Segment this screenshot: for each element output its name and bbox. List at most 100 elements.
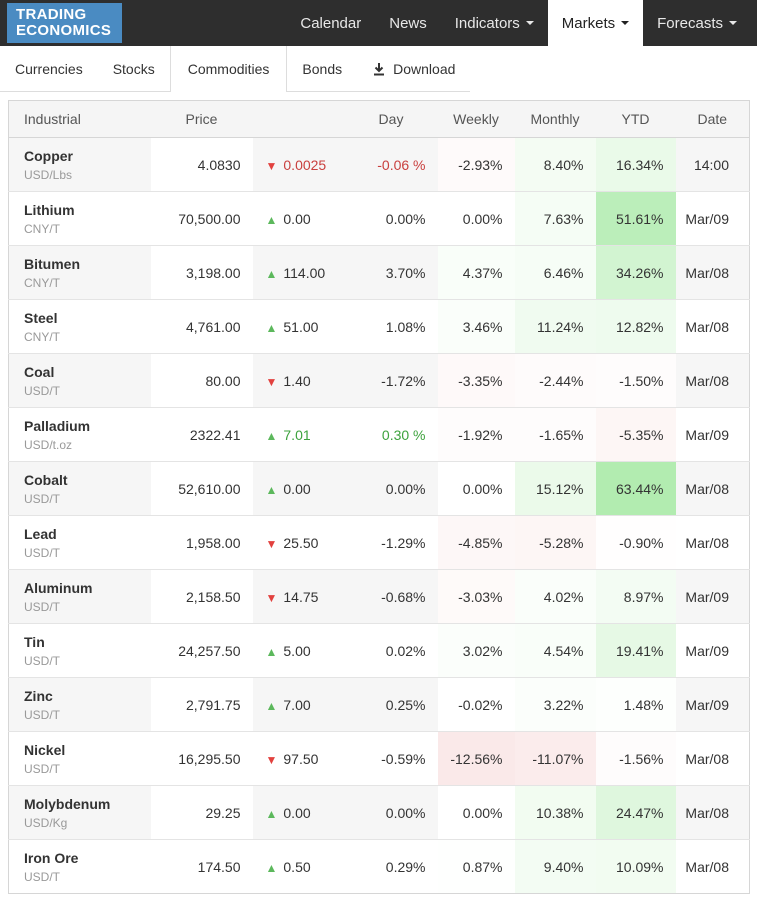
commodity-name-link[interactable]: Tin (24, 633, 45, 650)
date-cell: Mar/08 (675, 353, 750, 408)
tab-stocks[interactable]: Stocks (97, 46, 170, 92)
brand-line-2: ECONOMICS (16, 22, 112, 39)
monthly-percent-cell: 10.38% (514, 785, 596, 840)
day-change-cell: ▼ 0.0025 (252, 137, 345, 192)
commodity-unit: USD/T (24, 653, 60, 668)
commodity-name-link[interactable]: Molybdenum (24, 795, 111, 812)
monthly-percent-cell: 6.46% (514, 245, 596, 300)
commodity-name-link[interactable]: Iron Ore (24, 849, 79, 866)
date-cell: 14:00 (675, 137, 750, 192)
monthly-percent-cell: -11.07% (514, 731, 596, 786)
up-arrow-icon: ▲ (265, 644, 278, 659)
column-header-day[interactable]: Day (344, 100, 438, 138)
nav-item-label: Calendar (300, 14, 362, 32)
table-row-cobalt[interactable]: Cobalt USD/T 52,610.00 ▲ 0.00 0.00% 0.00% 15.12… (8, 461, 750, 516)
commodities-table-wrap: Industrial Price Day Weekly Monthly YTD Date C… (8, 100, 750, 894)
nav-item-markets[interactable]: Markets (547, 0, 644, 46)
date-cell: Mar/08 (675, 785, 750, 840)
tab-bonds[interactable]: Bonds (287, 46, 358, 92)
table-row-steel[interactable]: Steel CNY/T 4,761.00 ▲ 51.00 1.08% 3.46% 11.24%… (8, 299, 750, 354)
commodity-unit: USD/T (24, 869, 60, 884)
tab-currencies[interactable]: Currencies (0, 46, 98, 92)
up-arrow-icon: ▲ (265, 806, 278, 821)
day-change-cell: ▼ 25.50 (252, 515, 345, 570)
table-row-nickel[interactable]: Nickel USD/T 16,295.50 ▼ 97.50 -0.59% -12.56% -… (8, 731, 750, 786)
date-cell: Mar/09 (675, 623, 750, 678)
column-header-change[interactable] (252, 100, 345, 138)
ytd-percent-cell: 10.09% (595, 839, 676, 894)
table-body: Copper USD/Lbs 4.0830 ▼ 0.0025 -0.06 % -2.93% 8… (8, 137, 750, 894)
commodity-name-link[interactable]: Lead (24, 525, 57, 542)
ytd-percent-cell: -1.56% (595, 731, 676, 786)
main-menu: Calendar News Indicators Markets Forecasts (286, 0, 757, 46)
column-header-monthly[interactable]: Monthly (514, 100, 596, 138)
table-row-bitumen[interactable]: Bitumen CNY/T 3,198.00 ▲ 114.00 3.70% 4.37% 6.4… (8, 245, 750, 300)
table-row-palladium[interactable]: Palladium USD/t.oz 2322.41 ▲ 7.01 0.30 % -1.92… (8, 407, 750, 462)
commodity-name-link[interactable]: Zinc (24, 687, 53, 704)
commodity-name-link[interactable]: Bitumen (24, 255, 80, 272)
column-header-weekly[interactable]: Weekly (437, 100, 515, 138)
weekly-percent-cell: -2.93% (438, 138, 515, 192)
day-change-value: 7.00 (283, 696, 311, 713)
ytd-percent-cell: 34.26% (595, 245, 676, 300)
commodity-cell: Steel CNY/T (8, 299, 151, 354)
nav-item-news[interactable]: News (375, 0, 441, 46)
price-cell: 2,791.75 (150, 677, 253, 732)
day-percent-cell: 0.30 % (344, 407, 438, 462)
commodity-name-link[interactable]: Coal (24, 363, 55, 380)
day-percent-cell: 0.00% (344, 191, 438, 246)
tab-download[interactable]: Download (357, 46, 471, 92)
nav-item-forecasts[interactable]: Forecasts (643, 0, 751, 46)
commodity-name-link[interactable]: Steel (24, 309, 58, 326)
column-header-price[interactable]: Price (150, 100, 253, 138)
commodity-unit: CNY/T (24, 221, 60, 236)
table-row-aluminum[interactable]: Aluminum USD/T 2,158.50 ▼ 14.75 -0.68% -3.03% 4… (8, 569, 750, 624)
monthly-percent-cell: 8.40% (514, 137, 596, 192)
table-row-copper[interactable]: Copper USD/Lbs 4.0830 ▼ 0.0025 -0.06 % -2.93% 8… (8, 137, 750, 192)
price-cell: 52,610.00 (150, 461, 253, 516)
table-row-iron-ore[interactable]: Iron Ore USD/T 174.50 ▲ 0.50 0.29% 0.87% 9.40% 1… (8, 839, 750, 894)
commodity-name-link[interactable]: Nickel (24, 741, 66, 758)
price-cell: 70,500.00 (150, 191, 253, 246)
table-row-coal[interactable]: Coal USD/T 80.00 ▼ 1.40 -1.72% -3.35% -2.44% -1.… (8, 353, 750, 408)
weekly-percent-cell: -1.92% (437, 407, 515, 462)
ytd-percent-cell: -0.90% (595, 515, 676, 570)
commodity-name-link[interactable]: Cobalt (24, 471, 68, 488)
weekly-percent-cell: 3.46% (437, 299, 515, 354)
nav-item-calendar[interactable]: Calendar (286, 0, 375, 46)
commodity-name-link[interactable]: Copper (24, 147, 73, 164)
column-header-date[interactable]: Date (675, 100, 750, 138)
table-row-lithium[interactable]: Lithium CNY/T 70,500.00 ▲ 0.00 0.00% 0.00% 7.63… (8, 191, 750, 246)
day-percent-cell: -1.29% (344, 515, 438, 570)
up-arrow-icon: ▲ (265, 860, 278, 875)
day-percent-cell: 3.70% (344, 245, 438, 300)
commodity-name-link[interactable]: Lithium (24, 201, 75, 218)
ytd-percent-cell: 16.34% (595, 137, 676, 192)
table-header-row: Industrial Price Day Weekly Monthly YTD Date (8, 100, 750, 138)
weekly-percent-cell: 0.00% (437, 461, 515, 516)
brand-logo[interactable]: TRADING ECONOMICS (7, 3, 123, 43)
commodity-name-link[interactable]: Palladium (24, 417, 91, 434)
commodity-name-link[interactable]: Aluminum (24, 579, 93, 596)
column-header-industrial[interactable]: Industrial (8, 100, 151, 138)
column-header-ytd[interactable]: YTD (595, 100, 676, 138)
weekly-percent-cell: 4.37% (437, 245, 515, 300)
up-arrow-icon: ▲ (265, 266, 278, 281)
table-row-lead[interactable]: Lead USD/T 1,958.00 ▼ 25.50 -1.29% -4.85% -5.28… (8, 515, 750, 570)
table-row-molybdenum[interactable]: Molybdenum USD/Kg 29.25 ▲ 0.00 0.00% 0.00% 10.3… (8, 785, 750, 840)
commodity-cell: Lead USD/T (8, 515, 151, 570)
tab-commodities[interactable]: Commodities (169, 46, 288, 92)
table-row-zinc[interactable]: Zinc USD/T 2,791.75 ▲ 7.00 0.25% -0.02% 3.22% 1.… (8, 677, 750, 732)
nav-item-indicators[interactable]: Indicators (441, 0, 548, 46)
table-row-tin[interactable]: Tin USD/T 24,257.50 ▲ 5.00 0.02% 3.02% 4.54% 19.… (8, 623, 750, 678)
day-change-cell: ▲ 7.01 (252, 407, 345, 462)
down-arrow-icon: ▼ (265, 374, 278, 389)
price-cell: 4.0830 (197, 156, 241, 173)
day-percent-cell: 0.25% (344, 677, 438, 732)
commodity-unit: USD/T (24, 599, 60, 614)
day-percent-cell: -1.72% (344, 353, 438, 408)
day-percent-cell: -0.06 % (344, 137, 438, 192)
nav-item-label: Indicators (454, 14, 520, 32)
day-change-cell: ▲ 7.00 (252, 677, 345, 732)
day-change-value: 0.50 (283, 858, 311, 875)
